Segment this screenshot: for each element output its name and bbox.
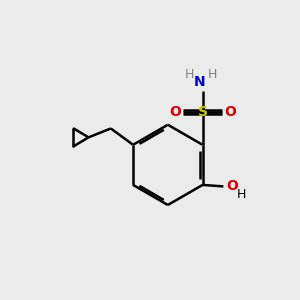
Text: H: H <box>236 188 246 201</box>
Text: O: O <box>226 179 238 194</box>
Text: H: H <box>184 68 194 82</box>
Text: O: O <box>169 105 181 119</box>
Text: H: H <box>207 68 217 82</box>
Text: N: N <box>194 75 206 89</box>
Text: O: O <box>224 105 236 119</box>
Text: S: S <box>198 105 208 119</box>
